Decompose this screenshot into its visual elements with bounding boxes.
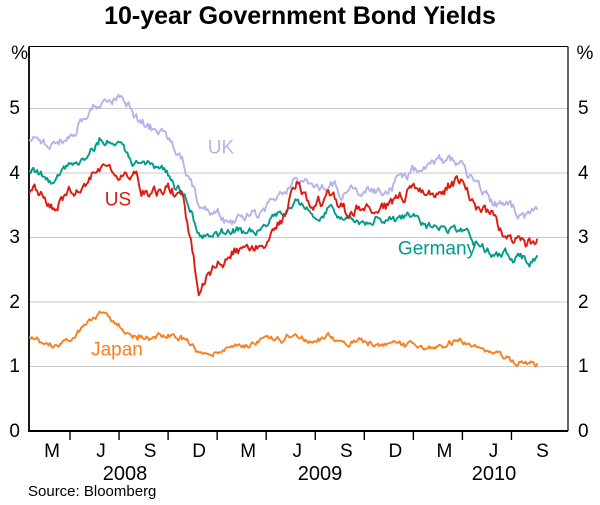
x-tick-label: D: [192, 441, 206, 462]
y-tick-label-left: 4: [9, 162, 20, 184]
y-axis-unit-left: %: [11, 43, 28, 64]
x-tick-label: J: [488, 441, 499, 462]
y-tick-label-left: 2: [9, 291, 20, 313]
x-tick-label: J: [292, 441, 303, 462]
y-tick-label-right: 2: [578, 291, 589, 313]
y-tick-label-right: 3: [578, 227, 589, 248]
line-us: [29, 163, 539, 297]
source-note: Source: Bloomberg: [28, 483, 157, 500]
x-tick-label: M: [44, 441, 60, 462]
x-year-label: 2009: [297, 463, 343, 485]
line-japan: [29, 310, 539, 368]
y-tick-label-left: 1: [9, 356, 20, 377]
y-tick-label-left: 5: [9, 98, 20, 119]
x-tick-label: J: [96, 441, 106, 462]
x-tick-label: M: [240, 441, 257, 462]
y-tick-label-left: 0: [9, 420, 20, 442]
y-tick-label-left: 3: [9, 227, 20, 248]
x-year-label: 2010: [471, 463, 517, 485]
x-tick-label: M: [436, 441, 453, 462]
y-tick-label-right: 5: [578, 98, 589, 119]
y-tick-label-right: 4: [578, 162, 589, 184]
series-label-germany: Germany: [397, 238, 477, 260]
x-tick-label: D: [388, 441, 403, 462]
x-tick-label: S: [339, 441, 353, 462]
y-axis-unit-right: %: [576, 43, 594, 64]
series-label-uk: UK: [207, 137, 235, 159]
x-year-label: 2008: [102, 463, 148, 485]
chart-title: 10-year Government Bond Yields: [104, 2, 496, 30]
y-tick-label-right: 0: [578, 420, 589, 442]
line-uk: [29, 93, 539, 225]
series-label-us: US: [104, 189, 132, 211]
series-label-japan: Japan: [91, 339, 143, 361]
x-tick-label: S: [143, 441, 157, 462]
y-tick-label-right: 1: [578, 356, 589, 377]
series-lines: [29, 93, 539, 368]
x-tick-label: S: [536, 441, 549, 462]
